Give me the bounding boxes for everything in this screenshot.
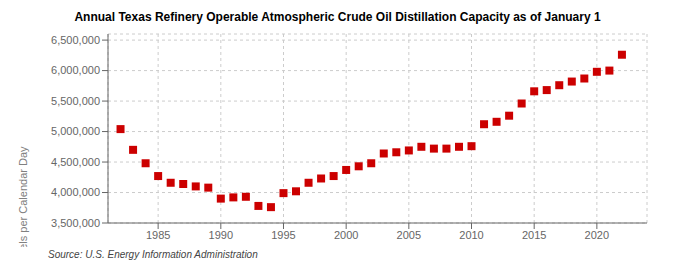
html-text:Annual Texas Refinery Operable: Annual Texas Refinery Operable Atmospher… xyxy=(74,10,601,24)
svg-text:Barrels per Calendar Day: Barrels per Calendar Day xyxy=(17,146,29,247)
svg-text:4,000,000: 4,000,000 xyxy=(51,186,100,198)
svg-text:2020: 2020 xyxy=(585,229,609,241)
svg-text:4,500,000: 4,500,000 xyxy=(51,156,100,168)
svg-text:6,000,000: 6,000,000 xyxy=(51,64,100,76)
svg-text:2000: 2000 xyxy=(334,229,358,241)
svg-text:1985: 1985 xyxy=(146,229,170,241)
svg-text:2015: 2015 xyxy=(522,229,546,241)
svg-text:2010: 2010 xyxy=(459,229,483,241)
svg-text:5,500,000: 5,500,000 xyxy=(51,95,100,107)
svg-text:6,500,000: 6,500,000 xyxy=(51,34,100,46)
svg-text:3,500,000: 3,500,000 xyxy=(51,217,100,229)
html-text:Source: U.S. Energy Informatio: Source: U.S. Energy Information Administ… xyxy=(48,249,258,260)
svg-text:5,000,000: 5,000,000 xyxy=(51,125,100,137)
svg-text:2005: 2005 xyxy=(397,229,421,241)
svg-text:1995: 1995 xyxy=(271,229,295,241)
svg-text:1990: 1990 xyxy=(209,229,233,241)
